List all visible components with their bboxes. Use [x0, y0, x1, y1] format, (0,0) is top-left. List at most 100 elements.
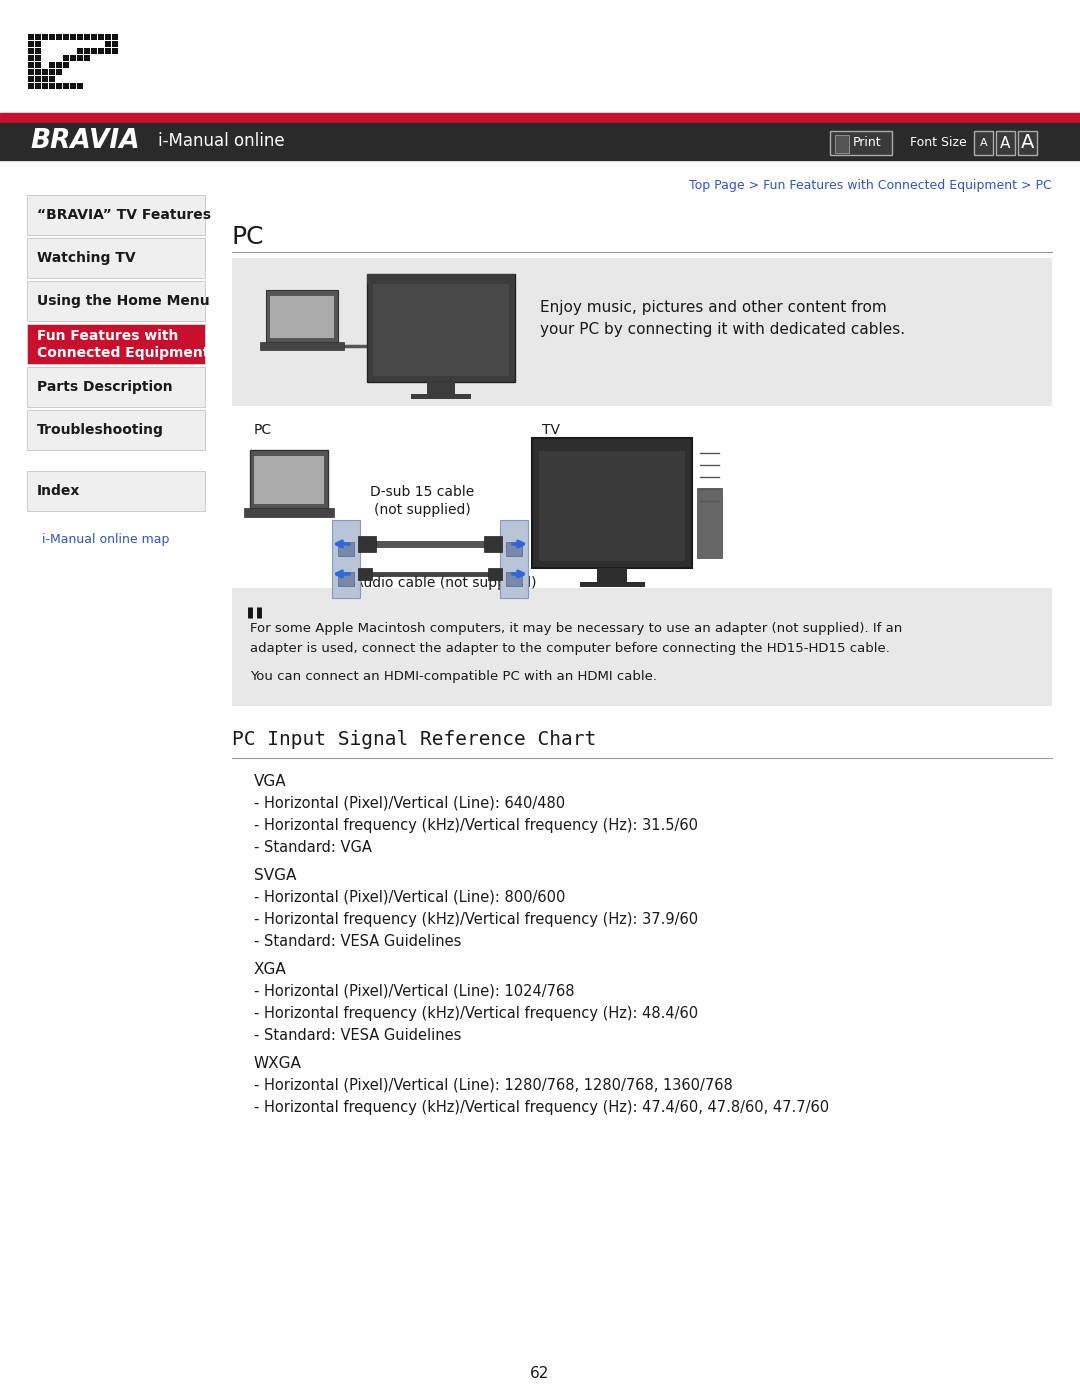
- Bar: [91, 34, 97, 41]
- Bar: [35, 75, 41, 82]
- Bar: [56, 34, 62, 41]
- Text: 62: 62: [530, 1365, 550, 1380]
- Text: PC: PC: [232, 225, 265, 249]
- Bar: [28, 41, 33, 47]
- Bar: [105, 34, 111, 41]
- Text: Audio cable (not supplied): Audio cable (not supplied): [354, 576, 537, 590]
- Text: A: A: [1000, 136, 1011, 151]
- Bar: [254, 455, 324, 504]
- Text: - Horizontal frequency (kHz)/Vertical frequency (Hz): 37.9/60: - Horizontal frequency (kHz)/Vertical fr…: [254, 912, 698, 928]
- Bar: [28, 54, 33, 61]
- Text: A: A: [1021, 134, 1035, 152]
- Bar: [98, 34, 104, 41]
- Text: Connected Equipment: Connected Equipment: [37, 346, 210, 360]
- Bar: [84, 47, 90, 54]
- Bar: [338, 571, 354, 585]
- Bar: [270, 296, 334, 338]
- Bar: [488, 569, 502, 580]
- Text: adapter is used, connect the adapter to the computer before connecting the HD15-: adapter is used, connect the adapter to …: [249, 643, 890, 655]
- Bar: [91, 47, 97, 54]
- Bar: [35, 41, 41, 47]
- Bar: [56, 68, 62, 75]
- Bar: [105, 47, 111, 54]
- Text: PC Input Signal Reference Chart: PC Input Signal Reference Chart: [232, 731, 596, 749]
- Bar: [35, 54, 41, 61]
- Bar: [27, 471, 205, 511]
- Text: - Horizontal (Pixel)/Vertical (Line): 640/480: - Horizontal (Pixel)/Vertical (Line): 64…: [254, 796, 565, 812]
- Text: Index: Index: [37, 483, 80, 497]
- Text: SVGA: SVGA: [254, 868, 296, 883]
- Bar: [35, 82, 41, 89]
- Bar: [244, 509, 334, 517]
- Text: Using the Home Menu: Using the Home Menu: [37, 293, 210, 307]
- Text: Watching TV: Watching TV: [37, 251, 136, 265]
- Bar: [427, 381, 455, 394]
- Bar: [49, 75, 55, 82]
- Text: - Horizontal (Pixel)/Vertical (Line): 1024/768: - Horizontal (Pixel)/Vertical (Line): 10…: [254, 983, 575, 999]
- Bar: [49, 82, 55, 89]
- Bar: [27, 324, 205, 365]
- Bar: [84, 34, 90, 41]
- Bar: [77, 82, 83, 89]
- Bar: [28, 68, 33, 75]
- FancyBboxPatch shape: [831, 131, 892, 155]
- Bar: [260, 342, 345, 351]
- Bar: [507, 542, 522, 556]
- Bar: [77, 47, 83, 54]
- Bar: [35, 61, 41, 68]
- Bar: [232, 588, 1052, 705]
- Text: PC: PC: [254, 423, 272, 437]
- Bar: [70, 54, 76, 61]
- Bar: [507, 571, 522, 585]
- Text: - Horizontal frequency (kHz)/Vertical frequency (Hz): 47.4/60, 47.8/60, 47.7/60: - Horizontal frequency (kHz)/Vertical fr…: [254, 1099, 829, 1115]
- Bar: [28, 28, 129, 103]
- Bar: [28, 47, 33, 54]
- Text: XGA: XGA: [254, 963, 287, 977]
- Bar: [367, 274, 515, 381]
- Bar: [63, 61, 69, 68]
- Text: your PC by connecting it with dedicated cables.: your PC by connecting it with dedicated …: [540, 321, 905, 337]
- Bar: [70, 82, 76, 89]
- Text: - Standard: VESA Guidelines: - Standard: VESA Guidelines: [254, 935, 461, 949]
- Bar: [35, 34, 41, 41]
- Text: Parts Description: Parts Description: [37, 380, 173, 394]
- Text: i-Manual online map: i-Manual online map: [42, 532, 170, 545]
- Bar: [28, 61, 33, 68]
- Bar: [42, 68, 48, 75]
- Bar: [27, 196, 205, 235]
- Bar: [49, 61, 55, 68]
- Text: Font Size: Font Size: [910, 137, 967, 149]
- Text: D-sub 15 cable: D-sub 15 cable: [369, 485, 474, 499]
- Text: BRAVIA: BRAVIA: [30, 129, 139, 154]
- Bar: [84, 54, 90, 61]
- Bar: [500, 520, 528, 598]
- Text: - Standard: VGA: - Standard: VGA: [254, 840, 372, 855]
- Bar: [49, 68, 55, 75]
- FancyBboxPatch shape: [1018, 131, 1037, 155]
- Bar: [28, 82, 33, 89]
- Bar: [0, 123, 1080, 161]
- FancyBboxPatch shape: [996, 131, 1015, 155]
- Text: Top Page > Fun Features with Connected Equipment > PC: Top Page > Fun Features with Connected E…: [689, 179, 1052, 193]
- Bar: [357, 536, 376, 552]
- Bar: [35, 47, 41, 54]
- Bar: [27, 237, 205, 278]
- Bar: [266, 291, 338, 342]
- Text: Print: Print: [853, 137, 881, 149]
- Bar: [42, 75, 48, 82]
- Text: A: A: [980, 138, 987, 148]
- Bar: [28, 34, 33, 41]
- Bar: [77, 34, 83, 41]
- Text: i-Manual online: i-Manual online: [158, 131, 285, 149]
- Text: You can connect an HDMI-compatible PC with an HDMI cable.: You can connect an HDMI-compatible PC wi…: [249, 671, 657, 683]
- Bar: [532, 439, 692, 569]
- Bar: [63, 34, 69, 41]
- Text: VGA: VGA: [254, 774, 286, 789]
- Bar: [484, 536, 502, 552]
- Bar: [112, 41, 118, 47]
- Bar: [42, 82, 48, 89]
- Bar: [332, 520, 360, 598]
- Bar: [28, 75, 33, 82]
- Bar: [105, 41, 111, 47]
- Bar: [42, 34, 48, 41]
